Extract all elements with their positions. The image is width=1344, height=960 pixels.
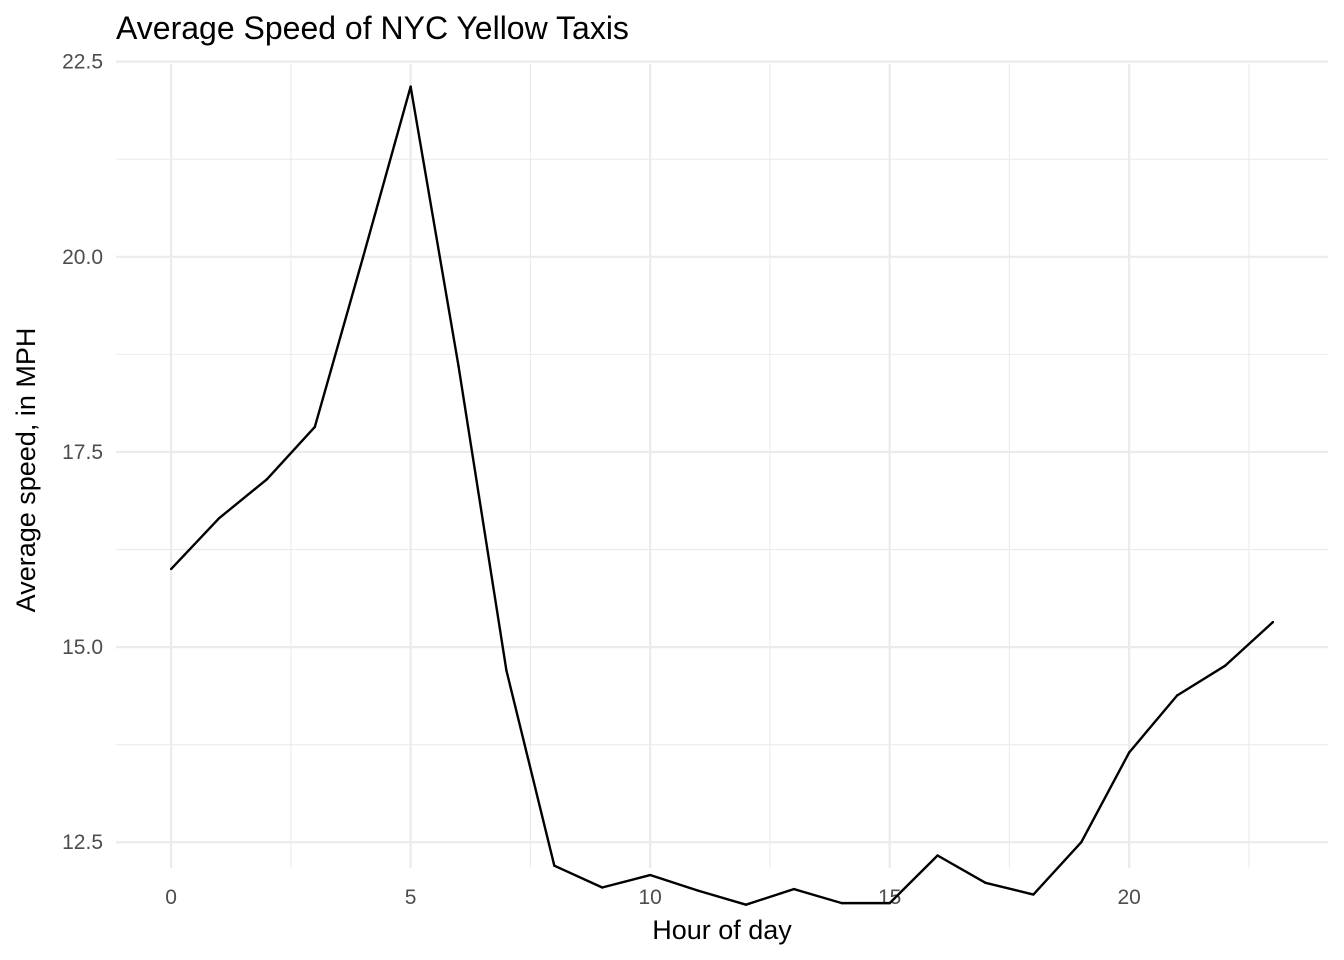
y-tick-label: 12.5 (62, 831, 103, 854)
x-tick-label: 15 (878, 886, 901, 909)
grid (116, 60, 1328, 868)
y-axis-tick-labels: 12.5 15.0 17.5 20.0 22.5 (62, 51, 103, 855)
data-point (313, 425, 317, 429)
data-point (361, 257, 364, 260)
y-axis-title: Average speed, in MPH (11, 328, 41, 613)
data-point (457, 364, 460, 368)
data-point (169, 567, 173, 571)
data-point (217, 517, 221, 520)
data-point (648, 873, 652, 877)
x-axis-title: Hour of day (652, 915, 792, 945)
data-point (792, 887, 796, 891)
series-line (170, 85, 1274, 906)
data-point (1080, 841, 1083, 844)
data-point (505, 669, 508, 672)
y-tick-label: 20.0 (62, 246, 103, 269)
data-point (1032, 893, 1035, 896)
data-point (744, 903, 748, 906)
data-point (1175, 694, 1179, 697)
data-point (1223, 664, 1227, 668)
data-point (1271, 620, 1275, 624)
series-points (169, 85, 1275, 906)
data-point (409, 85, 412, 88)
x-tick-label: 0 (165, 886, 177, 909)
data-point (601, 886, 604, 889)
y-tick-label: 15.0 (62, 636, 103, 659)
x-tick-label: 20 (1118, 886, 1141, 909)
data-point (696, 889, 700, 892)
y-tick-label: 22.5 (62, 51, 103, 74)
data-point (984, 881, 987, 885)
chart-title: Average Speed of NYC Yellow Taxis (116, 10, 629, 46)
data-point (840, 901, 843, 905)
data-point (1127, 751, 1131, 754)
data-point (888, 901, 891, 905)
x-tick-label: 5 (405, 886, 417, 909)
y-tick-label: 17.5 (62, 441, 103, 464)
data-point (553, 864, 556, 867)
x-axis-tick-labels: 0 5 10 15 20 (165, 886, 1141, 909)
data-point (265, 478, 269, 481)
x-tick-label: 10 (638, 886, 661, 909)
data-point (936, 854, 939, 857)
